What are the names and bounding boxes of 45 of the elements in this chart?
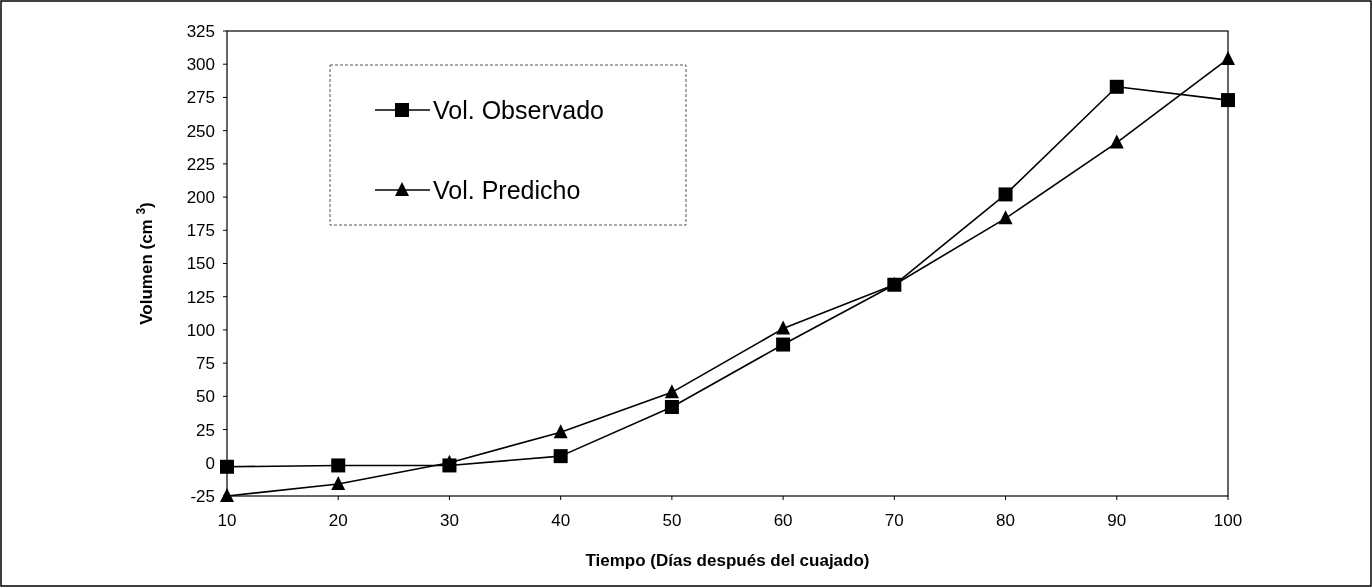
point [331,476,346,491]
point [220,459,234,474]
point [553,449,568,464]
x-tick-label: 70 [884,511,904,530]
x-tick-label: 60 [773,511,793,530]
point [1109,134,1124,149]
y-tick-label: 125 [186,287,215,307]
point [553,424,568,439]
y-tick-label: -25 [190,486,215,506]
y-tick-label: 250 [186,121,215,141]
y-tick-label: 75 [196,354,215,374]
y-tick-label: 175 [186,221,215,241]
x-tick-label: 100 [1213,511,1243,530]
y-tick-label: 150 [186,254,215,274]
y-tick-label: 50 [196,387,215,407]
point [331,458,346,473]
point [1221,50,1235,65]
legend-label: Vol. Observado [433,95,604,124]
point [1221,93,1235,108]
x-tick-label: 10 [217,511,237,530]
y-tick-label: 25 [196,420,215,440]
x-tick-label: 80 [996,511,1016,530]
y-tick-label: 325 [186,21,215,41]
x-tick-label: 90 [1107,511,1127,530]
y-tick-label: 275 [186,88,215,108]
point [220,488,234,502]
point [664,399,679,414]
x-tick-label: 40 [551,511,571,530]
point [998,187,1013,202]
x-tick-label: 50 [662,511,682,530]
y-tick-label: 0 [205,453,215,473]
x-axis-title: Tiempo (Días después del cuajado) [585,551,870,570]
y-tick-label: 200 [186,188,215,208]
legend-label: Vol. Predicho [433,175,581,204]
x-tick-label: 30 [439,511,459,530]
point [1109,79,1124,94]
y-tick-label: 300 [186,55,215,75]
point [998,210,1013,225]
point [664,384,679,399]
x-tick-label: 20 [328,511,348,530]
y-tick-label: 100 [186,320,215,340]
point [776,337,791,352]
y-tick-label: 225 [186,154,215,174]
point [776,320,791,335]
point [442,458,457,473]
